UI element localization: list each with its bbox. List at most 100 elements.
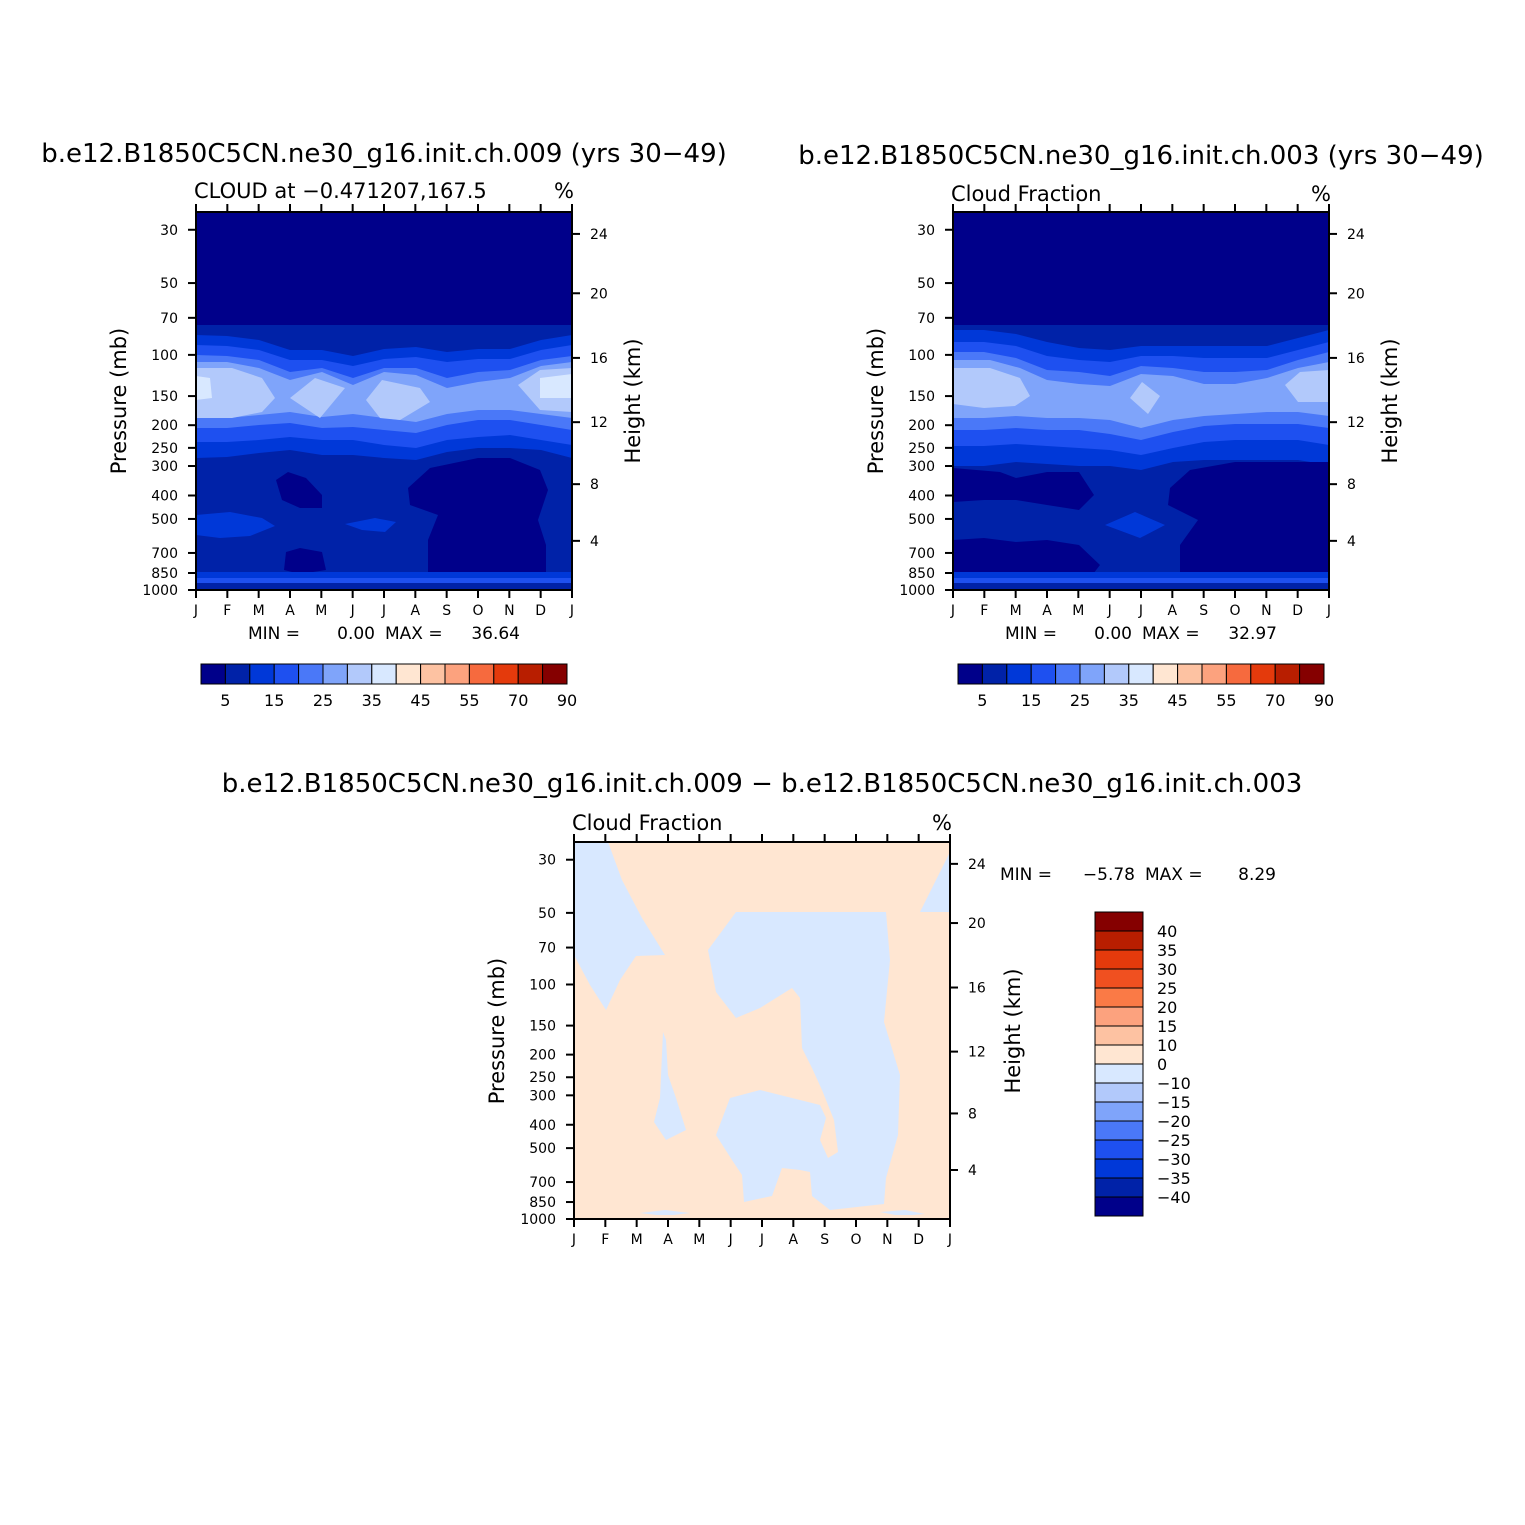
panel-1-max-value: 36.64 bbox=[471, 624, 520, 644]
panel-3: b.e12.B1850C5CN.ne30_g16.init.ch.009 − b… bbox=[222, 769, 1303, 1248]
pressure-label: 850 bbox=[529, 1195, 556, 1211]
panel-1-colorbar: 5 15 25 35 45 55 70 90 bbox=[200, 663, 577, 710]
pressure-label: 250 bbox=[908, 441, 935, 457]
pressure-label: 50 bbox=[917, 276, 935, 292]
p3-surface-line bbox=[574, 1215, 950, 1219]
month-label: J bbox=[569, 603, 574, 619]
p1-surface-2 bbox=[196, 578, 572, 583]
pressure-label: 150 bbox=[151, 389, 178, 405]
panel-1-contours bbox=[196, 212, 572, 590]
colorbar-label: −20 bbox=[1157, 1112, 1191, 1131]
month-label: D bbox=[1292, 603, 1303, 619]
pressure-label: 150 bbox=[529, 1019, 556, 1035]
colorbar-label: 35 bbox=[1119, 691, 1139, 710]
pressure-label: 200 bbox=[151, 418, 178, 434]
pressure-label: 30 bbox=[538, 853, 556, 869]
month-label: S bbox=[1199, 603, 1208, 619]
colorbar-box bbox=[1225, 663, 1252, 685]
colorbar-label: 5 bbox=[977, 691, 987, 710]
pressure-label: 300 bbox=[151, 459, 178, 475]
month-label: J bbox=[571, 1232, 576, 1248]
pressure-label: 150 bbox=[908, 389, 935, 405]
p1-low-blue-1 bbox=[196, 512, 275, 538]
colorbar-box bbox=[395, 663, 422, 685]
panel-2: b.e12.B1850C5CN.ne30_g16.init.ch.003 (yr… bbox=[798, 141, 1484, 710]
colorbar-box bbox=[1128, 663, 1154, 685]
colorbar-box bbox=[1094, 1196, 1144, 1217]
pressure-label: 500 bbox=[151, 512, 178, 528]
month-label: J bbox=[1107, 603, 1112, 619]
colorbar-label: 90 bbox=[557, 691, 577, 710]
colorbar-label: 55 bbox=[1216, 691, 1236, 710]
colorbar-box bbox=[1103, 663, 1130, 685]
month-label: S bbox=[820, 1232, 829, 1248]
p1-band-6c bbox=[366, 380, 430, 420]
month-label: O bbox=[850, 1232, 861, 1248]
month-label: A bbox=[789, 1232, 799, 1248]
colorbar-box bbox=[1094, 1063, 1144, 1084]
colorbar-label: 45 bbox=[410, 691, 430, 710]
pressure-label: 1000 bbox=[520, 1212, 556, 1228]
height-label: 8 bbox=[590, 477, 599, 493]
colorbar-label: 15 bbox=[264, 691, 284, 710]
colorbar-box bbox=[249, 663, 275, 685]
pressure-label: 500 bbox=[908, 512, 935, 528]
month-label: N bbox=[882, 1232, 892, 1248]
p2-low-blue-1 bbox=[1105, 512, 1165, 538]
colorbar-label: 0 bbox=[1157, 1055, 1167, 1074]
month-label: A bbox=[411, 603, 421, 619]
p2-low-dark-3 bbox=[1168, 462, 1329, 578]
p3-negative-surface-1 bbox=[640, 1210, 690, 1216]
panel-2-title: b.e12.B1850C5CN.ne30_g16.init.ch.003 (yr… bbox=[798, 141, 1484, 171]
month-label: O bbox=[1229, 603, 1240, 619]
colorbar-label: 5 bbox=[220, 691, 230, 710]
month-label: D bbox=[535, 603, 546, 619]
height-label: 8 bbox=[1347, 477, 1356, 493]
colorbar-label: −35 bbox=[1157, 1169, 1191, 1188]
colorbar-box bbox=[1055, 663, 1081, 685]
colorbar-box bbox=[1250, 663, 1276, 685]
colorbar-box bbox=[1094, 968, 1144, 989]
colorbar-label: 55 bbox=[459, 691, 479, 710]
colorbar-label: 45 bbox=[1167, 691, 1187, 710]
pressure-label: 400 bbox=[529, 1118, 556, 1134]
month-label: J bbox=[193, 603, 198, 619]
colorbar-box bbox=[1094, 949, 1144, 970]
panel-2-max-value: 32.97 bbox=[1228, 624, 1277, 644]
colorbar-label: 15 bbox=[1157, 1017, 1177, 1036]
height-label: 8 bbox=[968, 1106, 977, 1122]
colorbar-box bbox=[493, 663, 519, 685]
colorbar-box bbox=[957, 663, 983, 685]
colorbar-label: −30 bbox=[1157, 1150, 1191, 1169]
colorbar-box bbox=[1094, 930, 1144, 951]
colorbar-box bbox=[1094, 1177, 1144, 1198]
height-label: 24 bbox=[968, 857, 986, 873]
height-label: 16 bbox=[968, 981, 986, 997]
pressure-label: 700 bbox=[529, 1175, 556, 1191]
p2-surface-2 bbox=[953, 578, 1329, 583]
pressure-label: 300 bbox=[529, 1088, 556, 1104]
pressure-label: 50 bbox=[160, 276, 178, 292]
colorbar-box bbox=[1094, 1139, 1144, 1160]
colorbar-box bbox=[1299, 663, 1325, 685]
pressure-label: 300 bbox=[908, 459, 935, 475]
panel-1-min-value: 0.00 bbox=[337, 624, 375, 644]
colorbar-label: 35 bbox=[362, 691, 382, 710]
panel-3-height-labels: 24 20 16 12 8 4 bbox=[968, 857, 986, 1179]
p1-band-6b bbox=[290, 378, 345, 418]
panel-2-max-label: MAX = bbox=[1142, 624, 1200, 644]
pressure-label: 400 bbox=[151, 489, 178, 505]
colorbar-label: −25 bbox=[1157, 1131, 1191, 1150]
colorbar-box bbox=[1094, 1044, 1144, 1065]
colorbar-label: 90 bbox=[1314, 691, 1334, 710]
p3-negative-sliver bbox=[654, 1032, 686, 1140]
colorbar-label: 25 bbox=[1157, 979, 1177, 998]
height-label: 20 bbox=[1347, 286, 1365, 302]
pressure-label: 30 bbox=[160, 223, 178, 239]
month-label: M bbox=[1072, 603, 1084, 619]
